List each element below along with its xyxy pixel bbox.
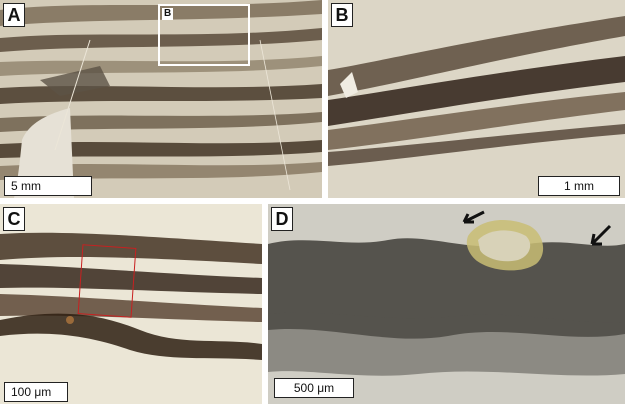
panel-c-label: C: [3, 207, 25, 231]
panel-a-inset-label: B: [162, 8, 174, 20]
panel-b: B 1 mm: [328, 0, 625, 198]
panel-c-micrograph: [0, 204, 262, 404]
panel-d: D 500 μm: [268, 204, 625, 404]
arrow-icon: [590, 224, 612, 246]
panel-a-label: A: [3, 3, 25, 27]
panel-d-label: D: [271, 207, 293, 231]
panel-d-scale-bar: 500 μm: [274, 378, 354, 398]
panel-b-scale-bar: 1 mm: [538, 176, 620, 196]
panel-c-scale-bar: 100 μm: [4, 382, 68, 402]
panel-d-micrograph: [268, 204, 625, 404]
panel-c-highlight-box: [77, 244, 137, 318]
panel-c: C 100 μm: [0, 204, 262, 404]
panel-b-micrograph: [328, 0, 625, 198]
panel-b-label: B: [331, 3, 353, 27]
panel-a-micrograph: [0, 0, 322, 198]
arrow-icon: [464, 210, 486, 226]
panel-a: A B 5 mm: [0, 0, 322, 198]
panel-a-inset-box: B: [158, 4, 250, 66]
panel-a-scale-bar: 5 mm: [4, 176, 92, 196]
